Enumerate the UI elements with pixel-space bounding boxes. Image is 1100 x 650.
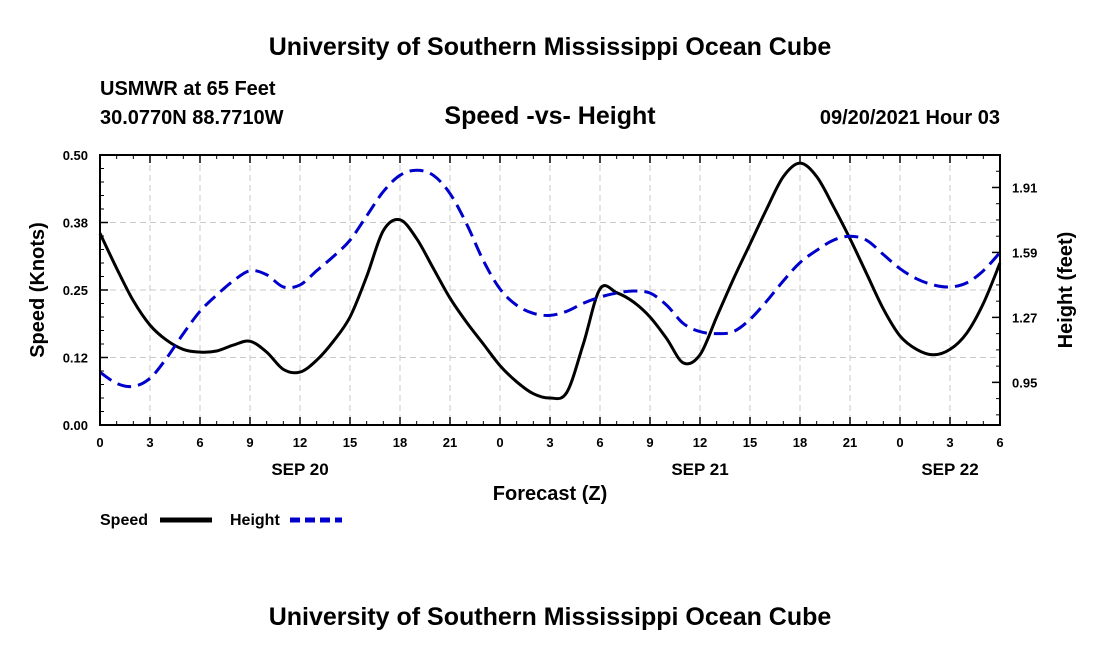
x-tick-label: 6 xyxy=(596,435,603,450)
y-tick-label: 0.12 xyxy=(63,351,88,366)
x-tick-label: 0 xyxy=(896,435,903,450)
legend: Speed Height xyxy=(100,512,342,529)
x-tick-label: 21 xyxy=(443,435,457,450)
y-tick-label: 0.00 xyxy=(63,418,88,433)
y2-tick-label: 0.95 xyxy=(1012,375,1037,390)
x-tick-label: 12 xyxy=(693,435,707,450)
y2-axis-label: Height (feet) xyxy=(1055,232,1077,349)
grid xyxy=(100,155,1000,425)
x-tick-label: 3 xyxy=(146,435,153,450)
date-label: SEP 22 xyxy=(921,460,978,479)
x-tick-label: 15 xyxy=(743,435,757,450)
y-tick-label: 0.25 xyxy=(63,283,88,298)
speed-series-line xyxy=(98,161,1002,401)
chart-title: Speed -vs- Height xyxy=(444,102,656,130)
y-axis-label: Speed (Knots) xyxy=(27,222,49,358)
y2-tick-label: 1.91 xyxy=(1012,180,1037,195)
series-layer xyxy=(98,161,1002,401)
y2-tick-label: 1.59 xyxy=(1012,245,1037,260)
station-label: USMWR at 65 Feet xyxy=(100,78,276,100)
date-label: SEP 20 xyxy=(271,460,328,479)
x-tick-label: 3 xyxy=(946,435,953,450)
x-tick-label: 6 xyxy=(996,435,1003,450)
height-series-line xyxy=(99,168,1002,389)
legend-height-label: Height xyxy=(230,512,280,529)
x-tick-label: 21 xyxy=(843,435,857,450)
x-tick-label: 0 xyxy=(96,435,103,450)
x-tick-label: 15 xyxy=(343,435,357,450)
datetime-label: 09/20/2021 Hour 03 xyxy=(820,107,1000,129)
x-tick-label: 18 xyxy=(793,435,807,450)
x-tick-label: 18 xyxy=(393,435,407,450)
x-tick-label: 9 xyxy=(246,435,253,450)
axes: 0 3 6 9 12 15 18 21 0 3 6 9 12 15 18 21 0 3 6 SEP 20 SEP 21 S… xyxy=(63,148,1038,479)
x-tick-label: 9 xyxy=(646,435,653,450)
x-tick-label: 3 xyxy=(546,435,553,450)
x-tick-label: 12 xyxy=(293,435,307,450)
date-label: SEP 21 xyxy=(671,460,728,479)
x-tick-label: 6 xyxy=(196,435,203,450)
location-label: 30.0770N 88.7710W xyxy=(100,107,284,129)
y-tick-label: 0.38 xyxy=(63,216,88,231)
legend-speed-label: Speed xyxy=(100,512,148,529)
x-tick-label: 0 xyxy=(496,435,503,450)
x-axis-label: Forecast (Z) xyxy=(493,483,607,505)
footer-title: University of Southern Mississippi Ocean… xyxy=(269,603,832,631)
y-tick-label: 0.50 xyxy=(63,148,88,163)
page-title: University of Southern Mississippi Ocean… xyxy=(269,33,832,61)
y2-tick-label: 1.27 xyxy=(1012,310,1037,325)
